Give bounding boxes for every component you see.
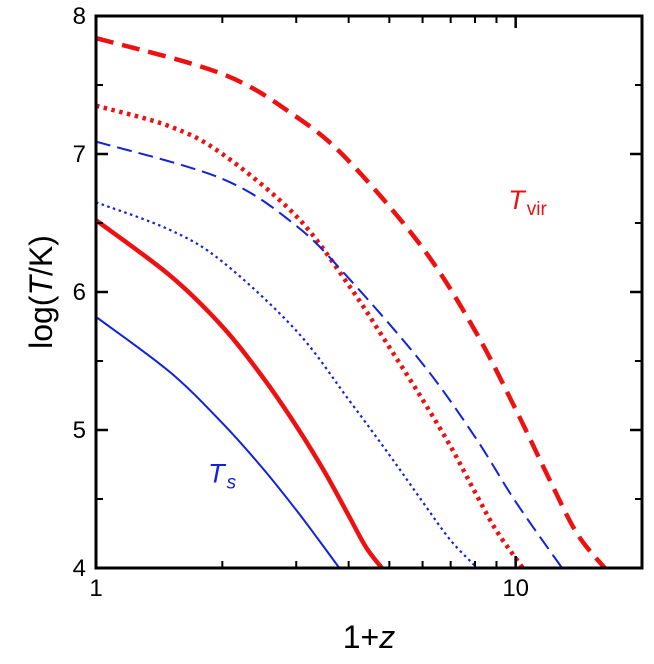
y-axis-title: log(T/K) bbox=[23, 235, 59, 349]
series-line-vir-thick-dotted bbox=[96, 103, 525, 568]
series-line-vir-thick-dashed bbox=[96, 35, 607, 568]
series-line-s-thin-solid bbox=[96, 316, 341, 568]
y-tick-label: 6 bbox=[73, 279, 86, 306]
plot-frame bbox=[94, 14, 644, 570]
y-tick-label: 4 bbox=[73, 555, 86, 582]
y-tick-label: 5 bbox=[73, 417, 86, 444]
series-line-s-thin-dashed bbox=[96, 140, 563, 568]
series-line-vir-thick-solid bbox=[96, 218, 384, 568]
series-line-s-thin-dotted bbox=[96, 201, 479, 568]
y-tick-label: 8 bbox=[73, 3, 86, 30]
y-tick-label: 7 bbox=[73, 141, 86, 168]
x-tick-label: 1 bbox=[89, 575, 102, 602]
x-tick-label: 10 bbox=[502, 575, 529, 602]
tick-layer: 1 10 4 5 6 7 8 bbox=[73, 3, 642, 602]
series-layer bbox=[96, 35, 607, 568]
x-axis-title: 1+z bbox=[343, 619, 395, 655]
